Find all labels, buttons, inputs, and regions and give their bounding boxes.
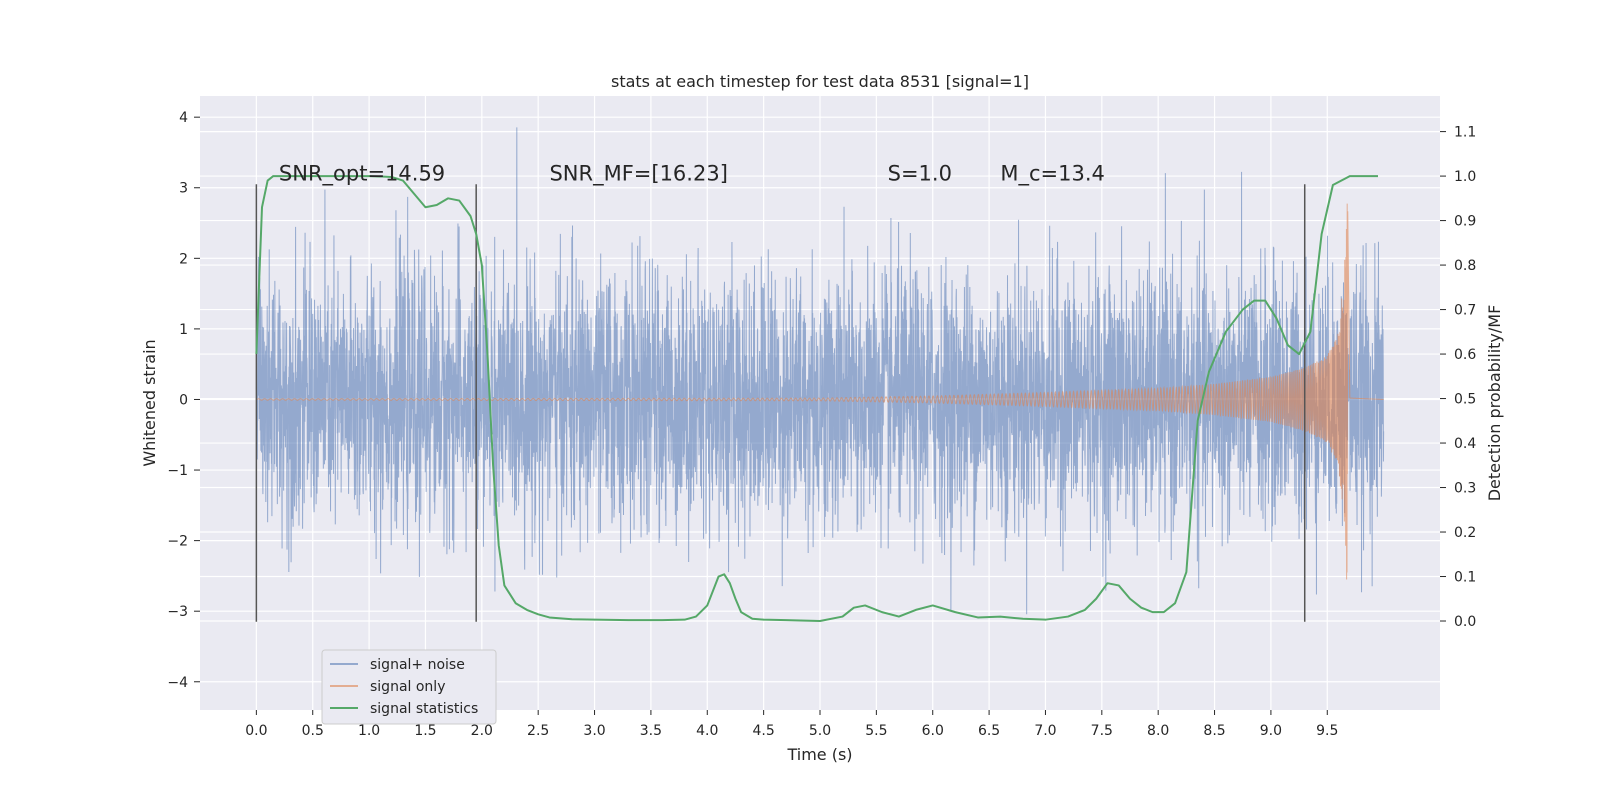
x-tick-label-1: 0.5 <box>302 723 324 739</box>
x-tick-label-8: 4.0 <box>696 723 718 739</box>
y-left-tick-label-4: 0 <box>179 392 188 408</box>
x-tick-label-6: 3.0 <box>583 723 605 739</box>
y-right-tick-label-7: 0.4 <box>1454 436 1476 452</box>
signal-only-series <box>256 203 1384 580</box>
annotation-mc: M_c=13.4 <box>1000 162 1105 187</box>
annotation-snr-opt: SNR_opt=14.59 <box>279 162 445 187</box>
x-tick-label-18: 9.0 <box>1260 723 1282 739</box>
x-tick-label-19: 9.5 <box>1316 723 1338 739</box>
y-right-tick-label-4: 0.7 <box>1454 303 1476 319</box>
y-right-tick-label-0: 1.1 <box>1454 125 1476 141</box>
y-right-tick-label-3: 0.8 <box>1454 258 1476 274</box>
x-tick-label-4: 2.0 <box>471 723 493 739</box>
x-tick-label-13: 6.5 <box>978 723 1000 739</box>
y-axis-right-label: Detection probability/MF <box>1485 305 1504 502</box>
signal-only-line <box>256 203 1384 580</box>
chart-title: stats at each timestep for test data 853… <box>611 72 1029 91</box>
x-tick-label-16: 8.0 <box>1147 723 1169 739</box>
x-tick-label-15: 7.5 <box>1091 723 1113 739</box>
y-axis-left-label: Whitened strain <box>140 339 159 466</box>
y-right-tick-label-9: 0.2 <box>1454 525 1476 541</box>
x-tick-label-9: 4.5 <box>753 723 775 739</box>
y-left-tick-label-5: −1 <box>167 463 188 479</box>
x-tick-label-12: 6.0 <box>922 723 944 739</box>
y-left-tick-label-7: −3 <box>167 604 188 620</box>
y-left-tick-label-6: −2 <box>167 534 188 550</box>
legend: signal+ noise signal only signal statist… <box>321 649 497 725</box>
y-left-tick-label-8: −4 <box>167 675 188 691</box>
legend-label-noise: signal+ noise <box>370 657 465 673</box>
legend-label-signal: signal only <box>370 679 445 695</box>
x-tick-label-10: 5.0 <box>809 723 831 739</box>
y-right-tick-label-6: 0.5 <box>1454 392 1476 408</box>
annotation-snr-mf: SNR_MF=[16.23] <box>549 162 727 187</box>
x-tick-label-17: 8.5 <box>1203 723 1225 739</box>
x-tick-label-5: 2.5 <box>527 723 549 739</box>
signal-statistics-series <box>255 175 1378 623</box>
x-axis-label: Time (s) <box>786 745 852 764</box>
y-right-tick-label-5: 0.6 <box>1454 347 1476 363</box>
x-tick-label-0: 0.0 <box>245 723 267 739</box>
x-tick-label-14: 7.0 <box>1034 723 1056 739</box>
y-right-tick-label-10: 0.1 <box>1454 570 1476 586</box>
x-tick-label-7: 3.5 <box>640 723 662 739</box>
y-left-tick-label-3: 1 <box>179 322 188 338</box>
annotations: SNR_opt=14.59 SNR_MF=[16.23] S=1.0 M_c=1… <box>279 162 1105 187</box>
annotation-s: S=1.0 <box>888 162 952 186</box>
legend-label-statistics: signal statistics <box>370 701 478 717</box>
y-right-tick-label-11: 0.0 <box>1454 614 1476 630</box>
signal-statistics-line <box>255 175 1378 623</box>
x-tick-label-2: 1.0 <box>358 723 380 739</box>
y-left-tick-label-0: 4 <box>179 110 188 126</box>
x-tick-label-11: 5.5 <box>865 723 887 739</box>
legend-box <box>321 649 497 725</box>
vertical-markers <box>255 184 1306 622</box>
x-tick-label-3: 1.5 <box>414 723 436 739</box>
tick-labels: 0.0 0.5 1.0 1.5 2.0 2.5 3.0 3.5 4.0 4.5 5.0 5.5 6.0 6… <box>167 110 1476 739</box>
y-right-tick-label-2: 0.9 <box>1454 214 1476 230</box>
y-right-tick-label-8: 0.3 <box>1454 481 1476 497</box>
y-left-tick-label-2: 2 <box>179 251 188 267</box>
y-left-tick-label-1: 3 <box>179 181 188 197</box>
y-right-tick-label-1: 1.0 <box>1454 169 1476 185</box>
